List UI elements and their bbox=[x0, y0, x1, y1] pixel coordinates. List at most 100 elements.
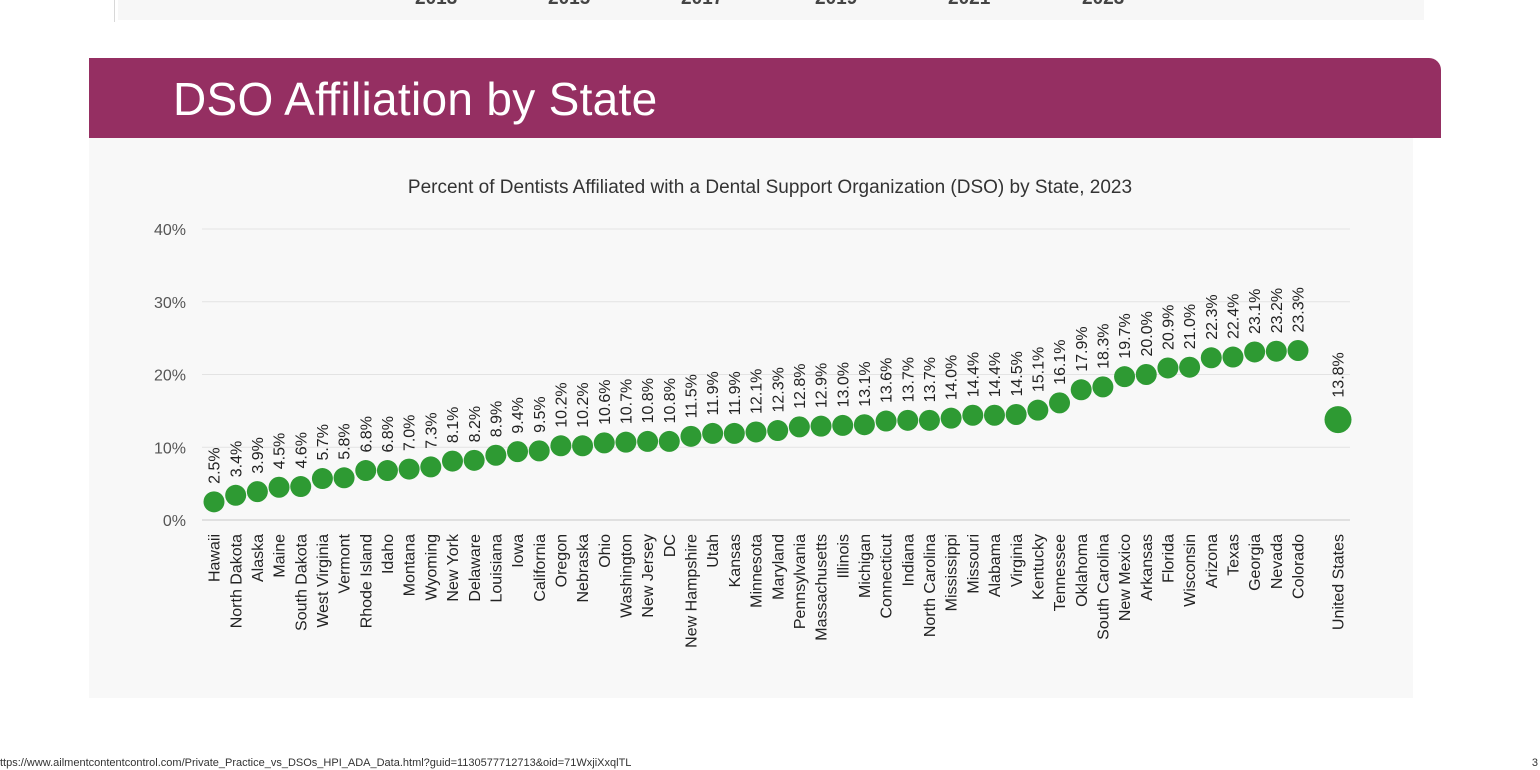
data-point bbox=[853, 414, 875, 436]
data-label: 12.9% bbox=[814, 363, 831, 408]
data-point bbox=[311, 468, 333, 490]
data-label: 19.7% bbox=[1117, 313, 1134, 358]
category-label: Nebraska bbox=[575, 534, 592, 603]
data-point bbox=[1114, 366, 1136, 388]
slide: DSO Affiliation by State bbox=[89, 58, 1441, 698]
category-label: Oklahoma bbox=[1074, 534, 1091, 607]
footer-url: ttps://www.ailmentcontentcontrol.com/Pri… bbox=[0, 757, 632, 769]
category-label: Montana bbox=[402, 534, 419, 596]
data-label: 10.7% bbox=[619, 379, 636, 424]
data-label: 3.4% bbox=[228, 441, 245, 477]
data-label: 22.3% bbox=[1204, 294, 1221, 339]
data-label: 20.0% bbox=[1139, 311, 1156, 356]
category-label: Illinois bbox=[835, 534, 852, 578]
data-point bbox=[1222, 346, 1244, 368]
data-point bbox=[1287, 339, 1309, 361]
data-point bbox=[832, 414, 854, 436]
data-point bbox=[593, 432, 615, 454]
data-point bbox=[572, 435, 594, 457]
category-label: Indiana bbox=[900, 534, 917, 587]
category-label: Maine bbox=[272, 534, 289, 578]
data-label: 14.4% bbox=[965, 352, 982, 397]
data-point bbox=[1049, 392, 1071, 414]
category-label: Rhode Island bbox=[358, 534, 375, 628]
category-label: Washington bbox=[619, 534, 636, 618]
data-label: 14.4% bbox=[987, 352, 1004, 397]
category-label: Louisiana bbox=[488, 534, 505, 603]
data-label: 4.5% bbox=[272, 433, 289, 469]
data-point bbox=[702, 422, 724, 444]
data-point bbox=[658, 430, 680, 452]
data-label: 8.9% bbox=[488, 401, 505, 437]
data-label: 18.3% bbox=[1095, 323, 1112, 368]
category-label: Texas bbox=[1226, 534, 1243, 576]
data-point bbox=[615, 431, 637, 453]
category-label: Wyoming bbox=[423, 534, 440, 601]
category-label: Arkansas bbox=[1139, 534, 1156, 601]
title-banner: DSO Affiliation by State bbox=[89, 58, 1441, 138]
data-label: 14.0% bbox=[944, 355, 961, 400]
data-label: 14.5% bbox=[1009, 351, 1026, 396]
category-label: Colorado bbox=[1291, 534, 1308, 599]
slide-title: DSO Affiliation by State bbox=[173, 73, 658, 125]
previous-slide-tick: 2023 bbox=[1082, 0, 1124, 10]
category-label: Connecticut bbox=[879, 533, 896, 618]
data-label: 10.8% bbox=[662, 378, 679, 423]
data-point bbox=[1244, 341, 1266, 363]
y-tick-label: 10% bbox=[154, 440, 186, 457]
data-label: 23.2% bbox=[1269, 288, 1286, 333]
data-label: 7.0% bbox=[402, 415, 419, 451]
category-label: Idaho bbox=[380, 534, 397, 574]
data-label: 10.2% bbox=[553, 382, 570, 427]
data-label: 13.6% bbox=[879, 358, 896, 403]
category-label: Vermont bbox=[337, 533, 354, 593]
data-point bbox=[550, 435, 572, 457]
y-tick-label: 0% bbox=[163, 513, 186, 530]
data-label: 6.8% bbox=[380, 416, 397, 452]
data-label: 13.0% bbox=[835, 362, 852, 407]
data-label: 4.6% bbox=[293, 432, 310, 468]
data-label: 10.6% bbox=[597, 380, 614, 425]
category-label: Georgia bbox=[1247, 534, 1264, 591]
y-tick-label: 20% bbox=[154, 368, 186, 385]
data-label: 11.9% bbox=[727, 371, 744, 415]
category-label: DC bbox=[662, 534, 679, 557]
data-point bbox=[918, 409, 940, 431]
y-tick-label: 40% bbox=[154, 222, 186, 239]
data-label: 23.1% bbox=[1247, 289, 1264, 334]
previous-slide-tick: 2017 bbox=[681, 0, 723, 10]
data-label: 2.5% bbox=[207, 447, 224, 483]
category-label: Virginia bbox=[1009, 534, 1026, 587]
data-label: 20.9% bbox=[1161, 305, 1178, 350]
previous-slide-tick: 2019 bbox=[815, 0, 857, 10]
data-point bbox=[962, 404, 984, 426]
category-label: Michigan bbox=[857, 534, 874, 598]
data-point bbox=[1027, 399, 1049, 421]
data-label: 17.9% bbox=[1074, 326, 1091, 371]
data-label: 21.0% bbox=[1182, 304, 1199, 349]
data-label: 9.5% bbox=[532, 396, 549, 432]
category-label: Kansas bbox=[727, 534, 744, 587]
data-point bbox=[788, 416, 810, 438]
data-point bbox=[376, 460, 398, 482]
data-point bbox=[940, 407, 962, 429]
data-point bbox=[723, 422, 745, 444]
category-label: Massachusetts bbox=[814, 534, 831, 641]
category-label: Florida bbox=[1161, 534, 1178, 583]
category-label: Arizona bbox=[1204, 534, 1221, 588]
category-label: Utah bbox=[705, 534, 722, 568]
data-point bbox=[398, 458, 420, 480]
category-label: North Dakota bbox=[228, 534, 245, 628]
data-label: 11.9% bbox=[705, 371, 722, 415]
data-point bbox=[1200, 347, 1222, 369]
data-label: 13.7% bbox=[900, 357, 917, 402]
previous-slide-tick: 2013 bbox=[415, 0, 457, 10]
data-label: 5.7% bbox=[315, 424, 332, 460]
data-point bbox=[875, 410, 897, 432]
data-point bbox=[1135, 364, 1157, 385]
category-label: Missouri bbox=[965, 534, 982, 594]
category-label: North Carolina bbox=[922, 534, 939, 637]
data-point bbox=[246, 481, 268, 503]
category-label: Maryland bbox=[770, 534, 787, 600]
